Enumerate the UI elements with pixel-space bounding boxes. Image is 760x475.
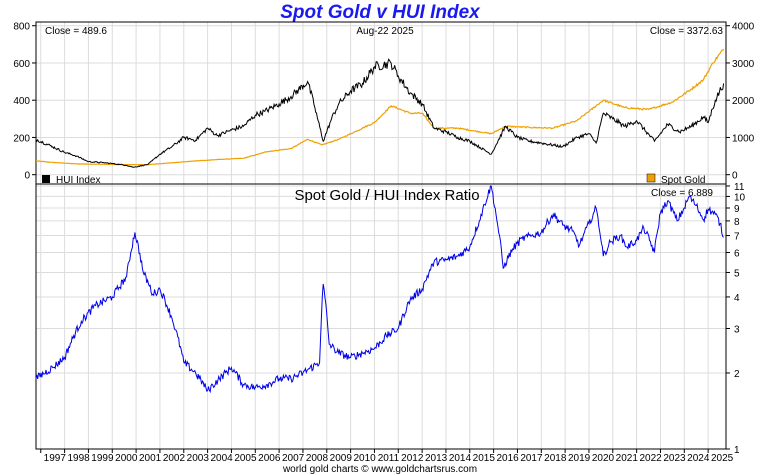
x-tick-label: 1997	[44, 453, 67, 464]
top-panel-frame	[35, 21, 727, 185]
x-tick-label: 2020	[592, 453, 615, 464]
hui-index-line	[35, 58, 725, 168]
x-tick-label: 2014	[449, 453, 472, 464]
x-tick-label: 2009	[330, 453, 353, 464]
ratio-tick-label: 2	[734, 369, 740, 380]
x-tick-label: 1998	[67, 453, 90, 464]
x-tick-label: 2007	[282, 453, 305, 464]
top-close-right: Close = 3372.63	[650, 26, 724, 37]
x-tick-label: 2003	[187, 453, 210, 464]
ratio-tick-label: 11	[734, 182, 745, 193]
left-tick-label: 600	[13, 59, 30, 70]
ratio-tick-label: 8	[734, 217, 740, 228]
right-tick-label: 3000	[732, 59, 755, 70]
x-tick-label: 2000	[115, 453, 138, 464]
legend-hui-swatch	[42, 175, 50, 183]
series-layer	[35, 48, 725, 394]
legend-hui-label: HUI Index	[56, 175, 100, 186]
x-tick-label: 2008	[306, 453, 329, 464]
ratio-tick-label: 6	[734, 248, 740, 259]
left-tick-label: 0	[24, 171, 30, 182]
x-tick-label: 2002	[163, 453, 186, 464]
ratio-tick-label: 1	[734, 445, 740, 456]
legend-gold-label: Spot Gold	[661, 175, 705, 186]
right-tick-label: 4000	[732, 22, 755, 33]
bottom-panel-grid	[36, 184, 726, 450]
right-tick-label: 1000	[732, 133, 755, 144]
top-right-axis: 0 1000 2000 3000 4000	[726, 22, 755, 182]
x-tick-label: 2013	[425, 453, 448, 464]
right-tick-label: 0	[732, 171, 738, 182]
bottom-panel-frame	[35, 183, 727, 450]
x-tick-label: 2019	[568, 453, 591, 464]
top-left-axis: 0 200 400 600 800	[13, 22, 36, 182]
ratio-close: Close = 6.889	[651, 188, 713, 199]
ratio-title: Spot Gold / HUI Index Ratio	[294, 187, 479, 204]
x-tick-label: 2011	[378, 453, 400, 464]
x-tick-label: 2018	[544, 453, 567, 464]
top-close-left: Close = 489.6	[45, 26, 107, 37]
page-title: Spot Gold v HUI Index	[280, 2, 480, 23]
x-tick-label: 2022	[639, 453, 662, 464]
x-tick-label: 2010	[353, 453, 376, 464]
x-tick-label: 2005	[234, 453, 257, 464]
x-tick-label: 2015	[473, 453, 496, 464]
ratio-tick-label: 10	[734, 192, 746, 203]
x-tick-label: 2016	[496, 453, 519, 464]
ratio-tick-label: 9	[734, 204, 740, 215]
x-tick-label: 2001	[139, 453, 162, 464]
ratio-line	[35, 185, 724, 394]
x-tick-label: 2004	[210, 453, 233, 464]
x-axis: 1997 1998 1999 2000 2001 2002 2003 2004 2005 2006…	[40, 449, 734, 464]
x-tick-label: 2012	[401, 453, 424, 464]
x-tick-label: 1999	[91, 453, 114, 464]
left-tick-label: 800	[13, 22, 30, 33]
top-date: Aug-22 2025	[356, 26, 414, 37]
top-panel-grid	[36, 22, 726, 184]
ratio-tick-label: 5	[734, 268, 740, 279]
x-tick-label: 2006	[258, 453, 281, 464]
ratio-tick-label: 4	[734, 293, 740, 304]
footer-credit: world gold charts © www.goldchartsrus.co…	[282, 464, 477, 475]
left-tick-label: 400	[13, 96, 30, 107]
right-tick-label: 2000	[732, 96, 755, 107]
ratio-tick-label: 7	[734, 232, 740, 243]
spot-gold-line	[36, 48, 725, 166]
x-tick-label: 2017	[520, 453, 543, 464]
legend-gold-swatch	[646, 173, 656, 183]
x-tick-label: 2023	[663, 453, 686, 464]
x-tick-label: 2025	[711, 453, 734, 464]
x-tick-label: 2021	[616, 453, 639, 464]
left-tick-label: 200	[13, 133, 30, 144]
ratio-tick-label: 3	[734, 324, 740, 335]
x-tick-label: 2024	[687, 453, 710, 464]
